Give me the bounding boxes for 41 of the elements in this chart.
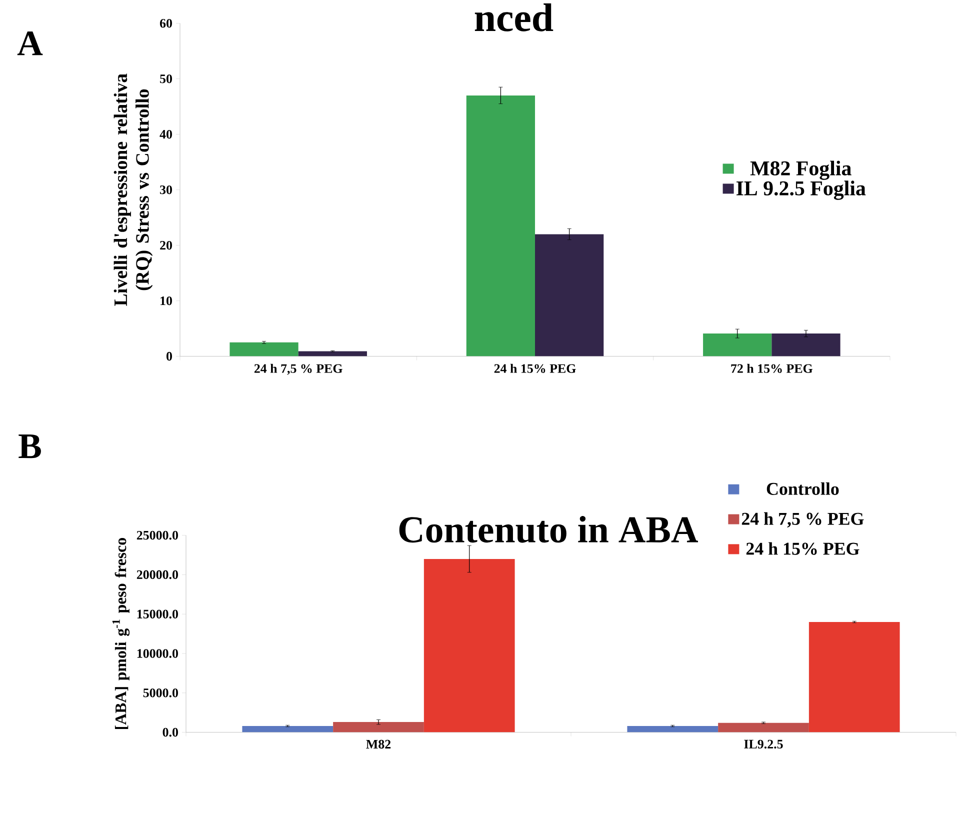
bar (772, 333, 840, 356)
bar (703, 333, 772, 356)
text: A (17, 31, 43, 56)
bar (230, 342, 298, 356)
legend-label: 24 h 7,5 % PEG (742, 512, 864, 528)
y-tick-label: 30 (160, 185, 172, 194)
y-tick-label: 40 (160, 130, 172, 139)
legend-label: IL 9.2.5 Foglia (736, 180, 866, 200)
y-tick-label: 20 (160, 240, 172, 250)
bar (242, 726, 334, 732)
bar (424, 558, 515, 732)
y-axis-title: [ABA] pmoli g$^{-1}$ peso fresco (112, 538, 130, 729)
x-tick-label: 72 h 15% PEG (731, 364, 813, 373)
y-tick-label: 15000.0 (137, 610, 178, 618)
chart-title: nced (474, 3, 554, 32)
text: B (18, 434, 41, 458)
y-tick-label: 50 (160, 74, 172, 84)
bar (333, 722, 424, 732)
y-tick-label: 10000.0 (137, 649, 178, 658)
y-axis-title: Livelli d'espressione relativa (RQ) Stress vs Controllo (114, 74, 153, 306)
y-tick-label: 0 (166, 352, 172, 361)
x-tick-label: 24 h 7,5 % PEG (254, 364, 342, 375)
y-tick-label: 25000.0 (136, 530, 178, 540)
y-tick-label: 60 (160, 18, 172, 28)
y-tick-label: 0.0 (162, 728, 178, 737)
x-tick-label: M82 (366, 740, 391, 748)
bar (298, 351, 367, 356)
chart-title: Contenuto in ABA (399, 516, 698, 543)
legend-label: 24 h 15% PEG (746, 542, 860, 555)
legend-label: Controllo (766, 482, 839, 495)
bar (627, 726, 718, 732)
bar (718, 722, 809, 732)
y-tick-label: 20000.0 (136, 570, 178, 580)
x-tick-label: 24 h 15% PEG (494, 364, 576, 373)
legend-label: M82 Foglia (750, 160, 852, 180)
bar (808, 622, 900, 732)
bar (466, 95, 536, 356)
y-tick-label: 10 (160, 296, 172, 306)
y-tick-label: 5000.0 (143, 688, 178, 698)
x-tick-label: IL9.2.5 (744, 740, 783, 749)
bar (535, 234, 604, 356)
